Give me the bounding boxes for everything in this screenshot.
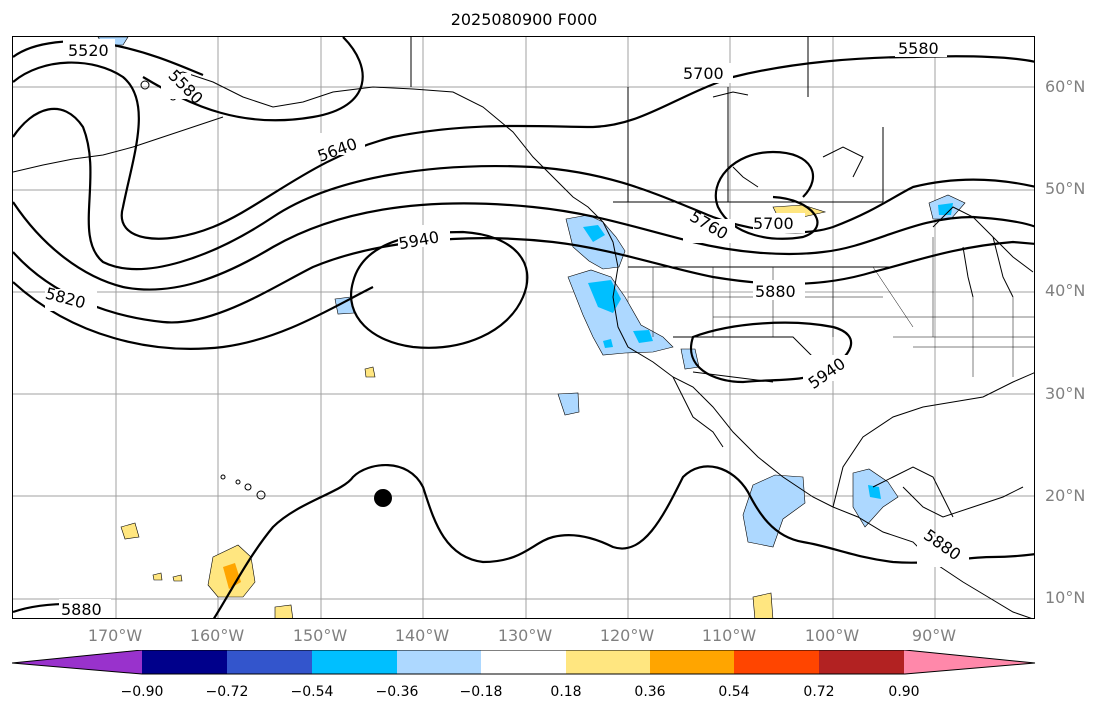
- lon-label-110w: 110°W: [701, 626, 757, 645]
- contour-label: 5880: [755, 282, 796, 301]
- colorbar-tick: −0.18: [459, 684, 503, 700]
- height-contours: [13, 37, 1034, 618]
- lon-label-90w: 90°W: [911, 626, 957, 645]
- state-borders: [628, 237, 1034, 377]
- map-title: 2025080900 F000: [450, 10, 598, 29]
- colorbar-segment: [397, 650, 481, 674]
- contour-label-group: 5520 5580 5580 5640 5700 5700 5760 5820 …: [43, 37, 969, 619]
- map-plot-area: 5520 5580 5580 5640 5700 5700 5760 5820 …: [12, 36, 1035, 619]
- colorbar-tick: 0.18: [550, 684, 582, 700]
- lat-label-40n: 40°N: [1045, 281, 1086, 300]
- colorbar-segment: [312, 650, 397, 674]
- contour-label: 5700: [753, 214, 794, 233]
- colorbar-tick: 0.72: [803, 684, 835, 700]
- colorbar-tick: 0.54: [718, 684, 750, 700]
- colorbar-extend-low: [12, 650, 142, 674]
- lat-label-10n: 10°N: [1045, 588, 1086, 607]
- lat-label-60n: 60°N: [1045, 77, 1086, 96]
- colorbar-segment: [650, 650, 734, 674]
- lon-label-100w: 100°W: [804, 626, 860, 645]
- lat-label-50n: 50°N: [1045, 179, 1086, 198]
- map-canvas: 5520 5580 5580 5640 5700 5700 5760 5820 …: [13, 37, 1034, 619]
- location-marker: [374, 489, 392, 507]
- contour-label: 5880: [61, 600, 102, 619]
- colorbar: [12, 650, 1036, 675]
- lat-label-30n: 30°N: [1045, 384, 1086, 403]
- colorbar-tick: −0.36: [375, 684, 419, 700]
- lon-label-120w: 120°W: [599, 626, 655, 645]
- colorbar-tick: −0.90: [120, 684, 164, 700]
- contour-label: 5700: [683, 64, 724, 83]
- colorbar-segment: [481, 650, 566, 674]
- contour-label: 5580: [898, 39, 939, 58]
- lon-label-140w: 140°W: [394, 626, 450, 645]
- lat-label-20n: 20°N: [1045, 486, 1086, 505]
- colorbar-segment: [734, 650, 819, 674]
- lon-label-130w: 130°W: [497, 626, 553, 645]
- contour-label: 5520: [68, 41, 109, 60]
- coastlines: [13, 37, 1034, 618]
- colorbar-tick: −0.54: [290, 684, 334, 700]
- lon-label-170w: 170°W: [87, 626, 143, 645]
- lon-label-150w: 150°W: [292, 626, 348, 645]
- colorbar-extend-high: [904, 650, 1035, 674]
- colorbar-tick: 0.36: [634, 684, 666, 700]
- colorbar-segment: [142, 650, 227, 674]
- colorbar-segment: [227, 650, 312, 674]
- colorbar-tick: 0.90: [888, 684, 920, 700]
- lon-label-160w: 160°W: [189, 626, 245, 645]
- colorbar-segment: [819, 650, 904, 674]
- colorbar-tick: −0.72: [205, 684, 249, 700]
- colorbar-segment: [566, 650, 650, 674]
